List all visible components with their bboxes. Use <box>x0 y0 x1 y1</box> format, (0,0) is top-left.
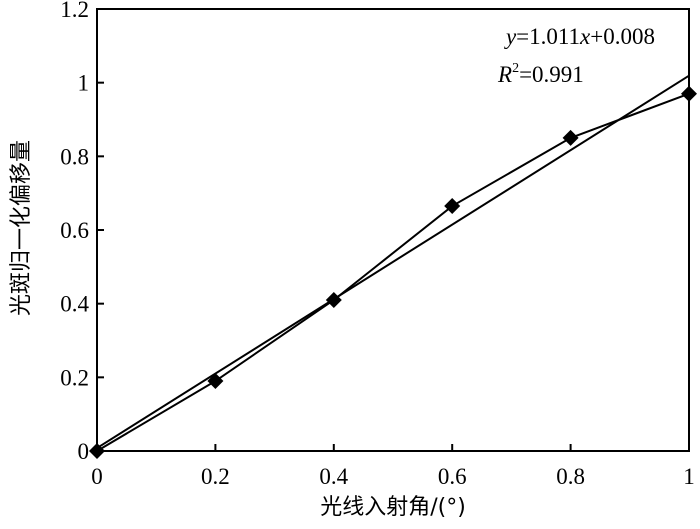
x-axis-ticks: 0 0.2 0.4 0.6 0.8 1 <box>91 444 695 489</box>
series-line <box>96 92 690 452</box>
x-tick-label: 0 <box>91 464 103 489</box>
series-layer <box>89 85 697 459</box>
fit-line-layer <box>96 74 690 449</box>
y-tick-label: 0.4 <box>60 292 89 317</box>
y-tick-label: 0.6 <box>60 218 89 243</box>
plot-frame <box>96 8 690 452</box>
x-tick-label: 0.6 <box>438 464 467 489</box>
x-tick-label: 0.4 <box>319 464 348 489</box>
x-tick-label: 1 <box>683 464 695 489</box>
data-point-diamond <box>562 129 579 146</box>
y-tick-label: 1.2 <box>60 0 89 22</box>
y-axis-title: 光斑归一化偏移量 <box>9 140 34 316</box>
x-tick-label: 0.8 <box>556 464 585 489</box>
y-tick-label: 0.2 <box>60 365 89 390</box>
r-squared-label: R2=0.991 <box>497 61 584 87</box>
y-axis-ticks: 0 0.2 0.4 0.6 0.8 1 1.2 <box>60 0 104 464</box>
linear-fit-line <box>96 74 690 449</box>
data-point-diamond <box>207 373 224 390</box>
x-tick-label: 0.2 <box>201 464 230 489</box>
data-point-diamond <box>325 291 342 308</box>
data-point-diamond <box>89 443 105 459</box>
data-point-diamond <box>681 85 697 102</box>
y-tick-label: 0.8 <box>60 144 89 169</box>
y-tick-label: 1 <box>78 71 90 96</box>
x-axis-title: 光线入射角/(°) <box>320 495 466 520</box>
data-point-diamond <box>444 198 461 215</box>
y-tick-label: 0 <box>78 439 90 464</box>
fit-equation: y=1.011x+0.008 <box>504 24 655 49</box>
